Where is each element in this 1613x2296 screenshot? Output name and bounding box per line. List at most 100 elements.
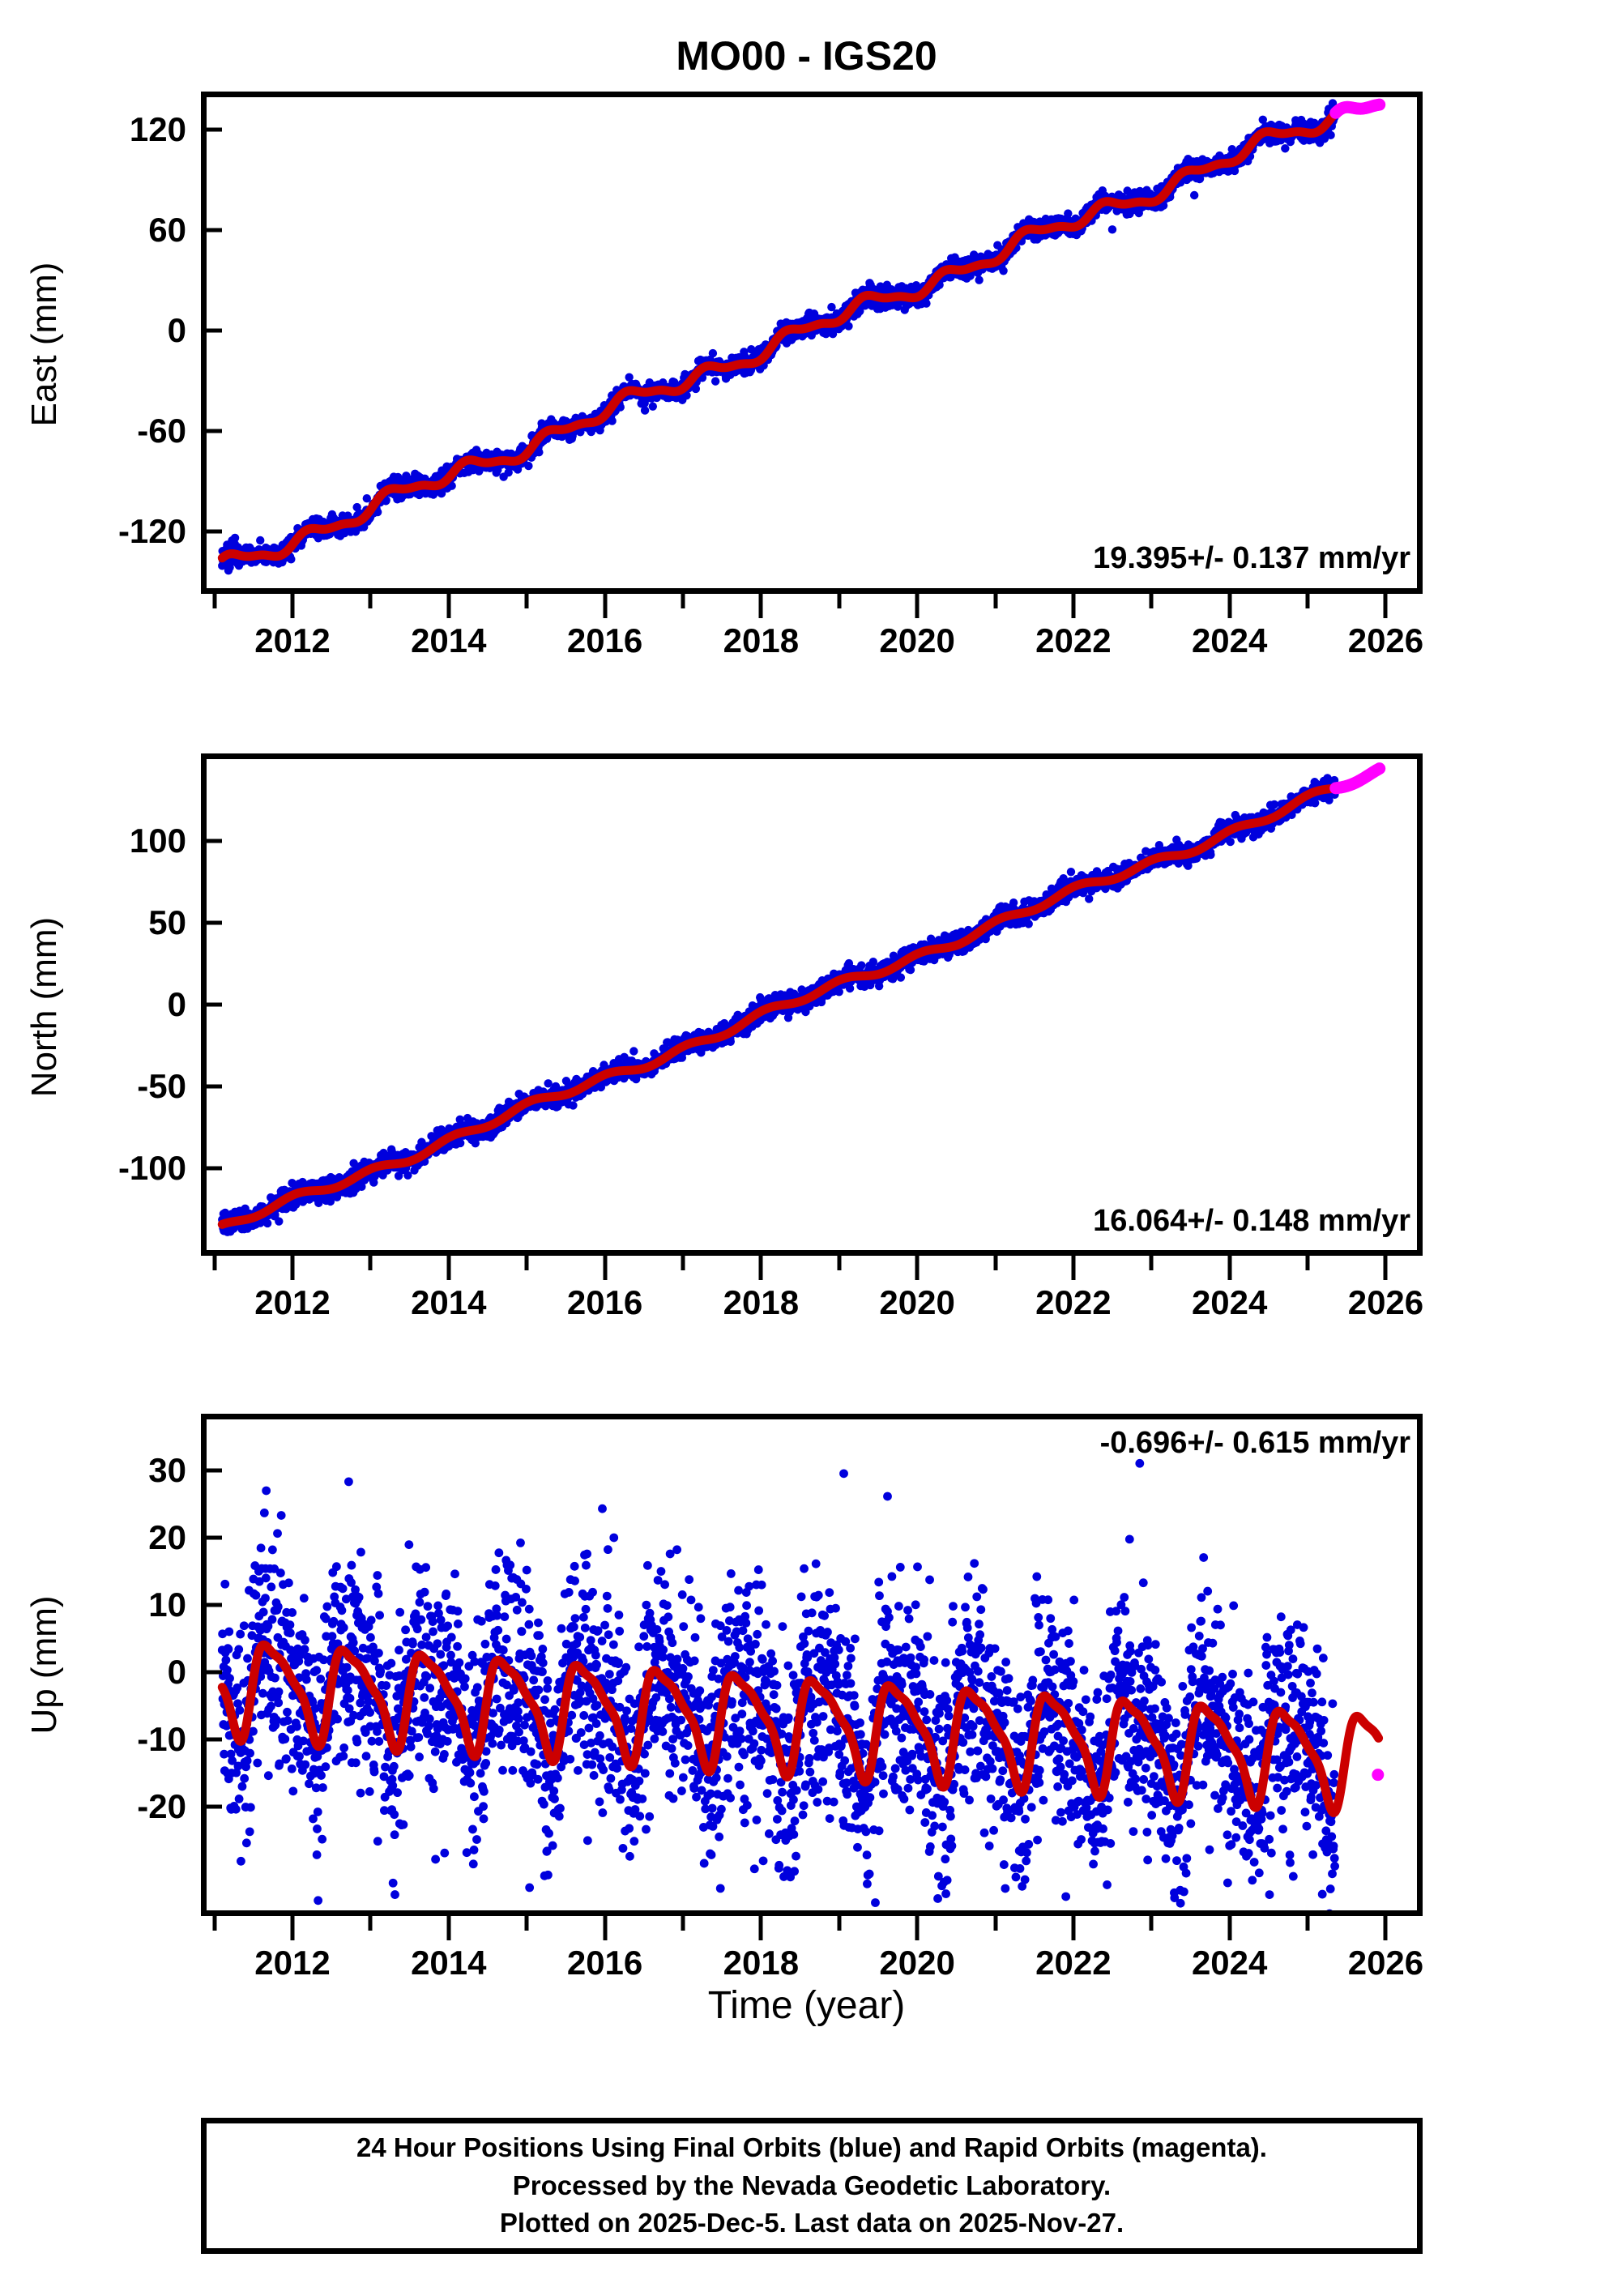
page-title: MO00 - IGS20 [676, 33, 937, 79]
xtickmark-2015 [524, 1916, 529, 1931]
xtick-label-2014: 2014 [411, 1283, 487, 1321]
xtick-label-2024: 2024 [1191, 1944, 1268, 1982]
xtickmark-2016 [603, 594, 608, 618]
yaxis-title-east: East (mm) [24, 262, 64, 427]
ytickmark-north-3 [201, 1084, 222, 1089]
ytickmark-east-1 [201, 228, 222, 233]
xtickmark-2021 [993, 1256, 997, 1270]
xtickmark-2011 [212, 1916, 217, 1931]
xtickmark-2020 [915, 594, 920, 618]
xtickmark-2022 [1071, 1256, 1076, 1280]
xtickmark-2023 [1149, 1916, 1154, 1931]
xtickmark-2020 [915, 1256, 920, 1280]
caption-line-1: 24 Hour Positions Using Final Orbits (bl… [356, 2132, 1267, 2162]
xtickmark-2022 [1071, 594, 1076, 618]
xtickmark-2013 [368, 1256, 373, 1270]
ytick-east-2: 0 [167, 311, 186, 349]
ytick-east-0: 120 [129, 110, 186, 148]
xtick-label-2016: 2016 [566, 1944, 643, 1982]
rate-annotation-north: 16.064+/- 0.148 mm/yr [1093, 1204, 1410, 1238]
xtick-label-2018: 2018 [723, 621, 800, 659]
ytickmark-up-1 [201, 1535, 222, 1540]
ytickmark-up-5 [201, 1804, 222, 1809]
ytick-east-1: 60 [148, 211, 186, 249]
xtickmark-2013 [368, 594, 373, 608]
ytick-up-4: -10 [137, 1720, 186, 1758]
xtickmark-2021 [993, 1916, 997, 1931]
ytick-north-2: 0 [167, 985, 186, 1023]
xtickmark-2011 [212, 1256, 217, 1270]
xtickmark-2017 [681, 1256, 685, 1270]
ytick-east-4: -120 [117, 512, 186, 550]
caption-line-3: Plotted on 2025-Dec-5. Last data on 2025… [499, 2208, 1124, 2238]
ytickmark-north-0 [201, 839, 222, 843]
ytickmark-up-4 [201, 1737, 222, 1742]
ytickmark-east-0 [201, 127, 222, 132]
xtickmark-2012 [290, 1256, 295, 1280]
xtick-label-2026: 2026 [1347, 1944, 1424, 1982]
xtickmark-2011 [212, 594, 217, 608]
ytick-north-1: 50 [148, 903, 186, 941]
xtickmark-2022 [1071, 1916, 1076, 1940]
ytick-up-3: 0 [167, 1653, 186, 1691]
ytick-up-1: 20 [148, 1518, 186, 1556]
xtickmark-2014 [446, 1916, 451, 1940]
model-fit-line [217, 764, 1384, 1229]
xtickmark-2017 [681, 1916, 685, 1931]
ytick-up-5: -20 [137, 1787, 186, 1825]
xtickmark-2023 [1149, 594, 1154, 608]
ytickmark-up-2 [201, 1603, 222, 1607]
xtickmark-2015 [524, 594, 529, 608]
xtick-label-2022: 2022 [1035, 1944, 1112, 1982]
plot-area-north [201, 753, 1423, 1256]
xtickmark-2015 [524, 1256, 529, 1270]
ytickmark-east-2 [201, 328, 222, 333]
ytick-north-4: -100 [117, 1149, 186, 1187]
xtickmark-2024 [1227, 1256, 1232, 1280]
xtickmark-2026 [1383, 1256, 1388, 1280]
ytick-north-0: 100 [129, 822, 186, 860]
xtick-label-2022: 2022 [1035, 1283, 1112, 1321]
xtick-label-2024: 2024 [1191, 1283, 1268, 1321]
data-points-rapid-orbits [1372, 1769, 1385, 1782]
xtickmark-2014 [446, 1256, 451, 1280]
xtick-label-2020: 2020 [879, 621, 955, 659]
xtickmark-2016 [603, 1256, 608, 1280]
xtickmark-2026 [1383, 594, 1388, 618]
xtickmark-2021 [993, 594, 997, 608]
xtickmark-2017 [681, 594, 685, 608]
yaxis-title-north: North (mm) [24, 916, 64, 1098]
xtickmark-2024 [1227, 594, 1232, 618]
ytickmark-north-2 [201, 1002, 222, 1007]
model-fit-line [217, 100, 1384, 563]
xtickmark-2025 [1305, 594, 1310, 608]
xtickmark-2018 [758, 1916, 763, 1940]
ytick-east-3: -60 [137, 412, 186, 450]
ytickmark-up-0 [201, 1468, 222, 1473]
ytick-up-0: 30 [148, 1451, 186, 1489]
data-points-final-orbits [217, 1469, 1339, 1910]
xtickmark-2012 [290, 1916, 295, 1940]
xtick-label-2024: 2024 [1191, 621, 1268, 659]
xtick-label-2022: 2022 [1035, 621, 1112, 659]
xtickmark-2019 [837, 1916, 842, 1931]
plot-area-east [201, 92, 1423, 594]
model-fit-line [217, 1640, 1384, 1817]
xtickmark-2024 [1227, 1916, 1232, 1940]
xtick-label-2016: 2016 [566, 621, 643, 659]
xtickmark-2020 [915, 1916, 920, 1940]
ytick-north-3: -50 [137, 1067, 186, 1105]
xtick-label-2026: 2026 [1347, 621, 1424, 659]
data-points-rapid-orbits [1329, 762, 1386, 795]
xtick-label-2018: 2018 [723, 1944, 800, 1982]
xtick-label-2012: 2012 [254, 621, 331, 659]
ytickmark-north-4 [201, 1166, 222, 1171]
plot-area-up [201, 1414, 1423, 1916]
data-points-rapid-orbits [1329, 98, 1386, 119]
xtickmark-2025 [1305, 1256, 1310, 1270]
xtick-label-2014: 2014 [411, 621, 487, 659]
xtickmark-2026 [1383, 1916, 1388, 1940]
xtick-label-2016: 2016 [566, 1283, 643, 1321]
xaxis-title: Time (year) [707, 1984, 906, 2027]
